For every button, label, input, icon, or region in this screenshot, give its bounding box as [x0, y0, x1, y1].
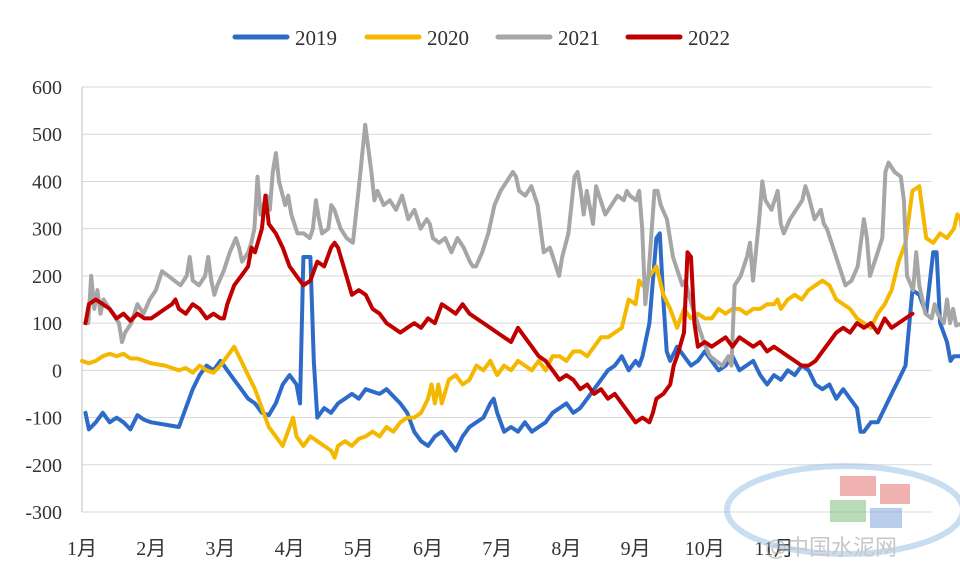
watermark: @中国水泥网: [724, 463, 960, 561]
y-tick-label: 100: [32, 313, 62, 335]
watermark-text: @中国水泥网: [765, 536, 897, 561]
watermark-swoosh-icon: [724, 463, 960, 557]
series-line-2020: [80, 184, 960, 460]
legend-label-2022: 2022: [688, 26, 730, 50]
x-tick-label: 7月: [482, 538, 512, 560]
x-tick-label: 3月: [205, 538, 235, 560]
x-tick-label: 9月: [621, 538, 651, 560]
grid-lines: [81, 86, 932, 513]
legend-label-2019: 2019: [295, 26, 337, 50]
x-tick-label: 5月: [344, 538, 374, 560]
chart-legend: 2019 2020 2021 2022: [232, 26, 730, 50]
x-tick-label: 8月: [551, 538, 581, 560]
y-tick-label: 600: [32, 77, 62, 99]
y-tick-label: 0: [52, 360, 62, 382]
series-line-2021: [83, 122, 960, 368]
series-line-2022: [83, 193, 915, 425]
legend-label-2021: 2021: [558, 26, 600, 50]
y-tick-label: -300: [25, 502, 62, 524]
y-tick-label: 200: [32, 266, 62, 288]
x-tick-label: 10月: [685, 538, 725, 560]
y-tick-label: -100: [25, 408, 62, 430]
y-tick-label: 300: [32, 219, 62, 241]
x-tick-label: 2月: [136, 538, 166, 560]
x-tick-label: 4月: [275, 538, 305, 560]
watermark-logo-tile-green: [830, 500, 866, 522]
watermark-logo-tile-blue: [870, 508, 902, 528]
watermark-logo-tile-red: [840, 476, 876, 496]
series-group: [80, 122, 960, 460]
y-tick-label: -200: [25, 455, 62, 477]
x-tick-label: 1月: [67, 538, 97, 560]
series-line-2019: [83, 231, 960, 453]
y-axis-ticks: -300 -200 -100 0 100 200 300 400 500 600: [25, 77, 62, 524]
y-tick-label: 500: [32, 124, 62, 146]
x-axis-ticks: 1月 2月 3月 4月 5月 6月 7月 8月 9月 10月 11月: [67, 538, 794, 560]
watermark-logo-tile-red-2: [880, 484, 910, 504]
y-tick-label: 400: [32, 171, 62, 193]
x-tick-label: 6月: [413, 538, 443, 560]
legend-label-2020: 2020: [427, 26, 469, 50]
